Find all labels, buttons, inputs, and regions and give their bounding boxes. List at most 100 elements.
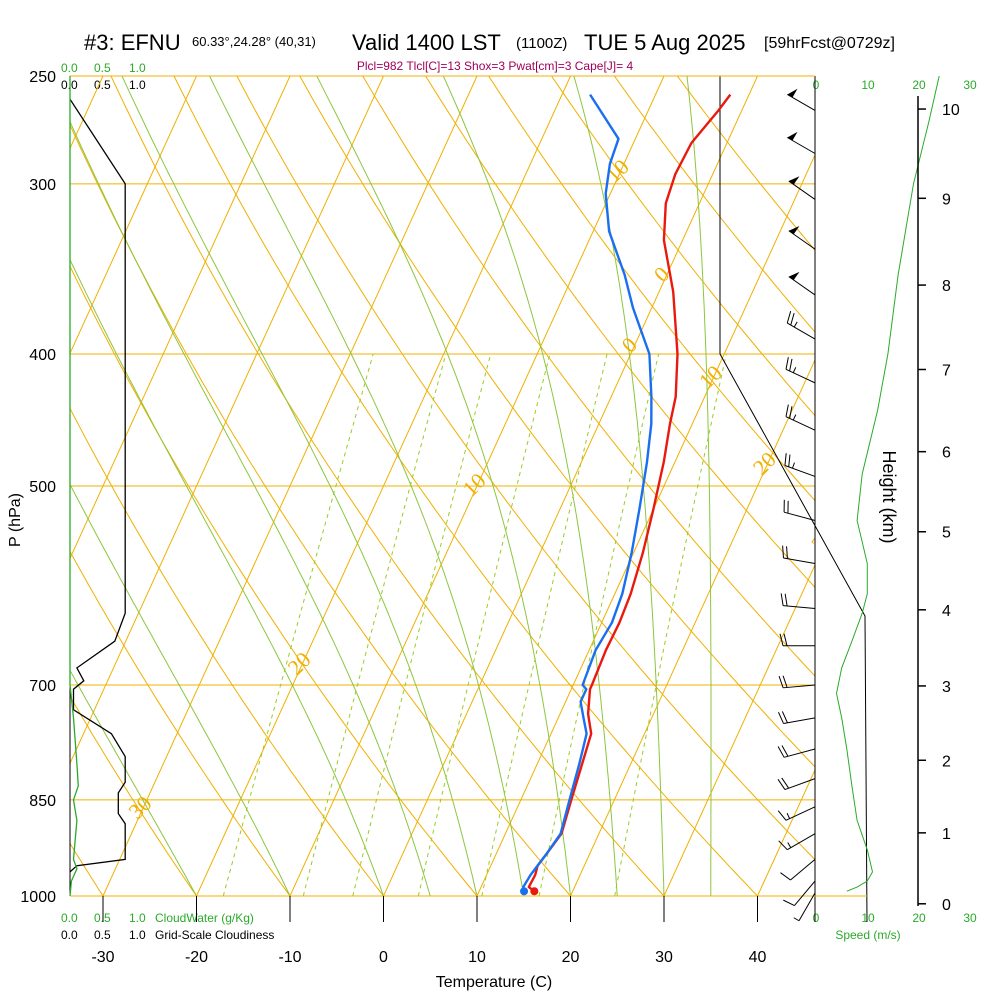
mixing-ratio-line — [352, 353, 492, 896]
mixing-ratio-line — [417, 353, 551, 896]
wind-barb-staff — [784, 465, 816, 477]
wind-barb-halfflag — [792, 414, 797, 421]
wind-barb-flag — [783, 899, 795, 906]
wind-barb-staff — [783, 511, 816, 521]
isotherm-label: 10 — [601, 154, 634, 187]
wind-barb-flag — [790, 313, 795, 326]
wind-barb-flag — [777, 711, 784, 724]
mixing-ratio-line — [302, 353, 447, 896]
dry-adiabat-line — [173, 76, 758, 896]
cloudwater-tick: 1.0 — [129, 61, 146, 75]
speed-tick: 20 — [912, 78, 926, 92]
speed-tick: 30 — [963, 78, 977, 92]
height-tick-label: 4 — [942, 603, 951, 620]
wind-barb-halfflag — [793, 321, 798, 328]
isotherm-line — [70, 76, 197, 355]
stability-indices: Plcl=982 Tlcl[C]=13 Shox=3 Pwat[cm]=3 Ca… — [357, 59, 634, 73]
moist-adiabat-line — [70, 483, 291, 896]
cloudiness-tick: 1.0 — [129, 928, 146, 942]
cloudwater-label: CloudWater (g/Kg) — [155, 911, 254, 925]
wind-barb-staff — [790, 859, 816, 881]
dry-adiabat-line — [236, 76, 815, 861]
pressure-tick-label: 500 — [29, 479, 56, 496]
wind-barb-halfflag — [786, 812, 791, 819]
wind-barb-flag — [789, 406, 793, 419]
wind-barb-staff — [787, 137, 816, 154]
surface-temperature-point — [530, 887, 539, 896]
wind-barb — [780, 593, 816, 609]
wind-barb-pennant — [788, 176, 800, 185]
dry-adiabat-line — [0, 76, 10, 896]
speed-scale-top: 0 10 20 30 — [813, 78, 977, 92]
speed-tick: 10 — [861, 911, 875, 925]
speed-tick: 30 — [963, 911, 977, 925]
cloudwater-tick: 0.5 — [94, 61, 111, 75]
pressure-tick-label: 850 — [29, 793, 56, 810]
mixing-ratio-label: 8 — [469, 903, 488, 918]
valid-time: Valid 1400 LST — [352, 30, 501, 55]
mixing-ratio-line — [222, 353, 374, 896]
wind-barb — [777, 745, 816, 758]
wind-barb-halfflag — [792, 367, 797, 373]
pressure-tick-label: 700 — [29, 678, 56, 695]
speed-tick: 20 — [912, 911, 926, 925]
dry-adiabat-line — [110, 76, 665, 896]
temperature-tick-label: 30 — [655, 949, 673, 966]
wind-barb-flag — [786, 311, 792, 324]
sounding-profiles — [520, 93, 732, 896]
height-tick-label: 10 — [942, 102, 960, 119]
speed-tick: 0 — [813, 911, 820, 925]
wind-barb-halfflag — [787, 842, 792, 848]
wind-barb-flag — [789, 358, 793, 372]
dry-adiabat-line — [299, 76, 815, 768]
wind-barb-staff — [783, 605, 816, 609]
y-axis-title: P (hPa) — [7, 493, 24, 547]
wind-barb-pennant — [788, 271, 800, 281]
speed-scale-bottom: 0 10 20 30 Speed (m/s) — [813, 911, 977, 942]
wind-barb-flag — [777, 810, 787, 821]
wind-barb-flag — [777, 746, 785, 758]
isotherm-line — [289, 76, 665, 896]
wind-barb-flag — [782, 545, 784, 558]
cloudwater-scale-bottom: 0.0 0.5 1.0 CloudWater (g/Kg) 0.0 0.5 1.… — [61, 911, 274, 942]
height-tick-label: 5 — [942, 525, 951, 542]
wind-barb-staff — [787, 322, 816, 340]
wind-barb-flag — [781, 711, 788, 723]
dry-adiabat-line — [70, 550, 291, 896]
wind-barb — [783, 880, 816, 906]
pressure-tick-label: 400 — [29, 347, 56, 364]
mixing-ratio-label: 12 — [526, 896, 549, 918]
moist-adiabat-line — [573, 76, 665, 896]
wind-barb-pennant — [787, 131, 798, 141]
wind-barb-flag — [778, 675, 784, 688]
speed-tick: 0 — [813, 78, 820, 92]
cloud-profiles — [69, 76, 126, 897]
wind-barb — [777, 777, 816, 791]
wind-barb-flag — [781, 745, 789, 757]
wind-barb-staff — [783, 748, 816, 758]
isotherm-line — [70, 76, 384, 765]
wind-barb — [786, 311, 816, 340]
wind-barb-flag — [786, 546, 788, 559]
cloudiness-tick: 0.5 — [94, 78, 111, 92]
wind-barb-staff — [783, 684, 816, 689]
dry-adiabat-line — [613, 76, 815, 333]
wind-barb-pennant — [788, 226, 800, 235]
dry-adiabat-line — [551, 76, 815, 417]
wind-barb-flag — [784, 593, 788, 607]
wind-barb-flag — [780, 593, 784, 606]
wind-barb-staff — [785, 368, 816, 384]
station-coords: 60.33°,24.28° (40,31) — [192, 34, 316, 49]
speed-axis-label: Speed (m/s) — [835, 928, 900, 942]
dry-adiabat-line — [70, 265, 478, 896]
height-tick-label: 0 — [942, 897, 951, 914]
wind-barb — [779, 633, 815, 647]
dry-adiabat-line — [70, 123, 571, 896]
pressure-tick-label: 1000 — [20, 889, 56, 906]
wind-barb-flag — [785, 404, 789, 417]
wind-barb-flag — [783, 633, 788, 646]
wind-barb — [793, 892, 816, 922]
